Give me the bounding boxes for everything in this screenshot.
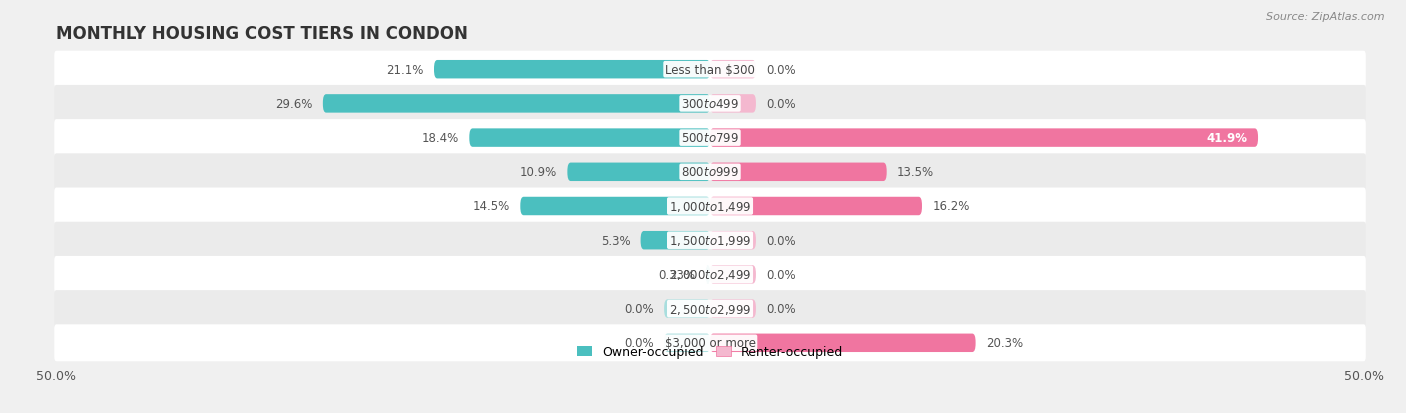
Text: 0.0%: 0.0% bbox=[624, 337, 654, 349]
FancyBboxPatch shape bbox=[520, 197, 710, 216]
FancyBboxPatch shape bbox=[710, 300, 756, 318]
Text: 0.0%: 0.0% bbox=[766, 97, 796, 111]
Text: $2,500 to $2,999: $2,500 to $2,999 bbox=[669, 302, 751, 316]
Text: 0.0%: 0.0% bbox=[766, 268, 796, 281]
Text: 20.3%: 20.3% bbox=[986, 337, 1024, 349]
FancyBboxPatch shape bbox=[710, 231, 756, 250]
Legend: Owner-occupied, Renter-occupied: Owner-occupied, Renter-occupied bbox=[572, 341, 848, 363]
FancyBboxPatch shape bbox=[664, 334, 710, 352]
Text: 5.3%: 5.3% bbox=[600, 234, 630, 247]
Text: 18.4%: 18.4% bbox=[422, 132, 458, 145]
FancyBboxPatch shape bbox=[710, 266, 756, 284]
FancyBboxPatch shape bbox=[55, 188, 1365, 225]
Text: 13.5%: 13.5% bbox=[897, 166, 934, 179]
Text: 0.33%: 0.33% bbox=[658, 268, 695, 281]
Text: $3,000 or more: $3,000 or more bbox=[665, 337, 755, 349]
FancyBboxPatch shape bbox=[641, 231, 710, 250]
FancyBboxPatch shape bbox=[55, 222, 1365, 259]
Text: $800 to $999: $800 to $999 bbox=[681, 166, 740, 179]
Text: $1,500 to $1,999: $1,500 to $1,999 bbox=[669, 234, 751, 248]
FancyBboxPatch shape bbox=[55, 154, 1365, 191]
FancyBboxPatch shape bbox=[55, 256, 1365, 293]
FancyBboxPatch shape bbox=[664, 300, 710, 318]
Text: $1,000 to $1,499: $1,000 to $1,499 bbox=[669, 199, 751, 214]
Text: Less than $300: Less than $300 bbox=[665, 64, 755, 76]
FancyBboxPatch shape bbox=[710, 95, 756, 113]
FancyBboxPatch shape bbox=[470, 129, 710, 147]
FancyBboxPatch shape bbox=[706, 266, 710, 284]
FancyBboxPatch shape bbox=[710, 61, 756, 79]
Text: 14.5%: 14.5% bbox=[472, 200, 510, 213]
FancyBboxPatch shape bbox=[55, 52, 1365, 88]
Text: MONTHLY HOUSING COST TIERS IN CONDON: MONTHLY HOUSING COST TIERS IN CONDON bbox=[56, 24, 468, 43]
FancyBboxPatch shape bbox=[710, 163, 887, 182]
FancyBboxPatch shape bbox=[568, 163, 710, 182]
Text: 0.0%: 0.0% bbox=[766, 302, 796, 316]
Text: 10.9%: 10.9% bbox=[520, 166, 557, 179]
FancyBboxPatch shape bbox=[55, 290, 1365, 327]
FancyBboxPatch shape bbox=[434, 61, 710, 79]
Text: $2,000 to $2,499: $2,000 to $2,499 bbox=[669, 268, 751, 282]
FancyBboxPatch shape bbox=[55, 120, 1365, 157]
Text: 0.0%: 0.0% bbox=[766, 234, 796, 247]
Text: 21.1%: 21.1% bbox=[387, 64, 423, 76]
Text: 16.2%: 16.2% bbox=[932, 200, 970, 213]
FancyBboxPatch shape bbox=[710, 334, 976, 352]
FancyBboxPatch shape bbox=[55, 86, 1365, 123]
Text: 0.0%: 0.0% bbox=[624, 302, 654, 316]
Text: 41.9%: 41.9% bbox=[1206, 132, 1247, 145]
Text: Source: ZipAtlas.com: Source: ZipAtlas.com bbox=[1267, 12, 1385, 22]
FancyBboxPatch shape bbox=[710, 129, 1258, 147]
FancyBboxPatch shape bbox=[323, 95, 710, 113]
Text: $500 to $799: $500 to $799 bbox=[681, 132, 740, 145]
FancyBboxPatch shape bbox=[55, 325, 1365, 361]
Text: 0.0%: 0.0% bbox=[766, 64, 796, 76]
Text: 29.6%: 29.6% bbox=[276, 97, 312, 111]
FancyBboxPatch shape bbox=[710, 197, 922, 216]
Text: $300 to $499: $300 to $499 bbox=[681, 97, 740, 111]
